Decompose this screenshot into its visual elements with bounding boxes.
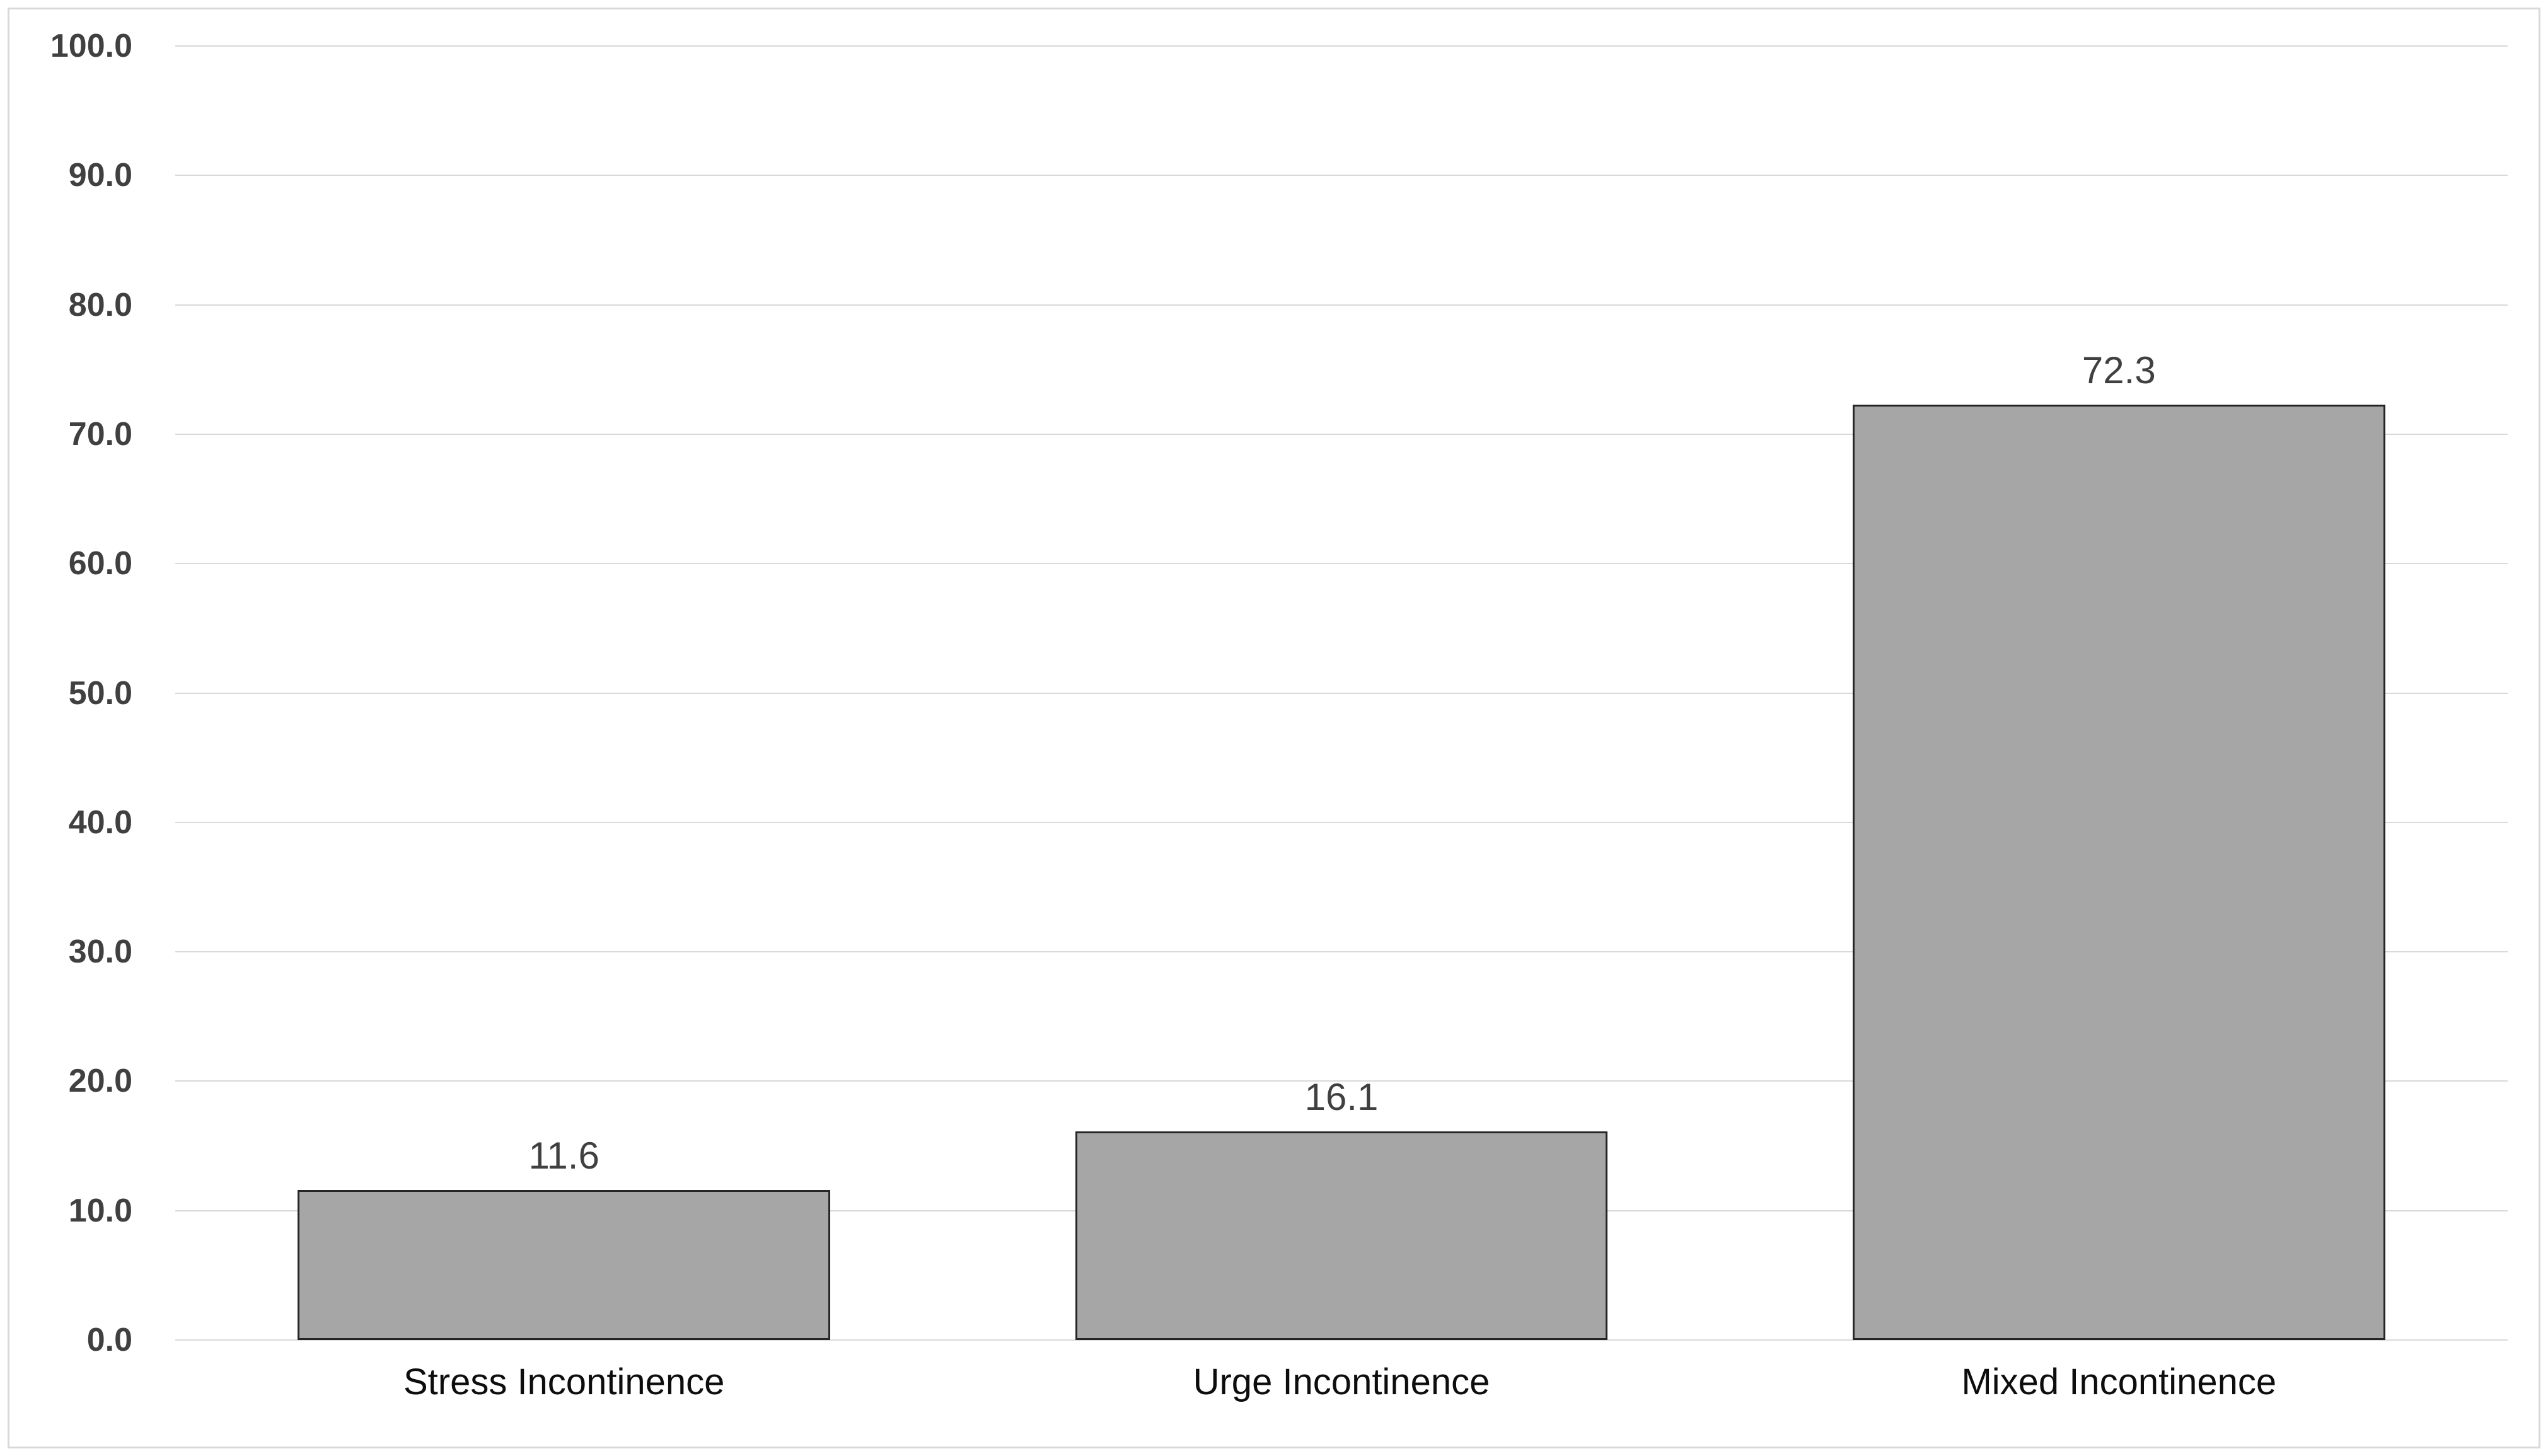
bar [1852, 404, 2385, 1340]
gridline [175, 1339, 2508, 1341]
y-axis-tick-label: 80.0 [68, 286, 132, 323]
bar-slot: 72.3 [1730, 46, 2508, 1340]
bar [1075, 1131, 1608, 1340]
y-axis-tick-label: 70.0 [68, 415, 132, 453]
y-axis-tick-label: 60.0 [68, 545, 132, 582]
y-axis-tick-label: 30.0 [68, 933, 132, 971]
bar-value-label: 72.3 [2082, 349, 2156, 391]
bar-chart-figure: 0.0 10.0 20.0 30.0 40.0 50.0 60.0 70.0 80.0 90.0 1… [8, 8, 2540, 1448]
y-axis-tick-label: 40.0 [68, 804, 132, 841]
y-axis: 0.0 10.0 20.0 30.0 40.0 50.0 60.0 70.0 80.0 90.0 1… [25, 30, 132, 1356]
gridline [175, 304, 2508, 306]
bar-slot: 11.6 [175, 46, 953, 1340]
x-axis: Stress Incontinence Urge Incontinence Mixe… [175, 1361, 2508, 1404]
bar [298, 1189, 831, 1340]
bar-value-label: 11.6 [528, 1134, 599, 1177]
bar-slot: 16.1 [953, 46, 1730, 1340]
plot-area: 11.6 16.1 72.3 [175, 45, 2508, 1341]
gridline [175, 175, 2508, 176]
bar-value-label: 16.1 [1304, 1076, 1379, 1119]
x-axis-category-label: Urge Incontinence [1193, 1361, 1490, 1402]
gridline [175, 433, 2508, 435]
y-axis-tick-label: 0.0 [86, 1322, 132, 1358]
y-axis-tick-label: 10.0 [68, 1192, 132, 1229]
gridline [175, 692, 2508, 694]
gridline [175, 563, 2508, 565]
y-axis-tick-label: 100.0 [50, 28, 132, 64]
gridline [175, 45, 2508, 47]
gridline [175, 821, 2508, 823]
y-axis-tick-label: 90.0 [68, 157, 132, 194]
x-axis-category-label: Stress Incontinence [403, 1361, 725, 1402]
gridline [175, 951, 2508, 953]
y-axis-tick-label: 20.0 [68, 1063, 132, 1100]
x-axis-category-label: Mixed Incontinence [1961, 1361, 2277, 1402]
y-axis-tick-label: 50.0 [68, 674, 132, 712]
gridline [175, 1080, 2508, 1082]
bars-layer: 11.6 16.1 72.3 [175, 46, 2508, 1340]
